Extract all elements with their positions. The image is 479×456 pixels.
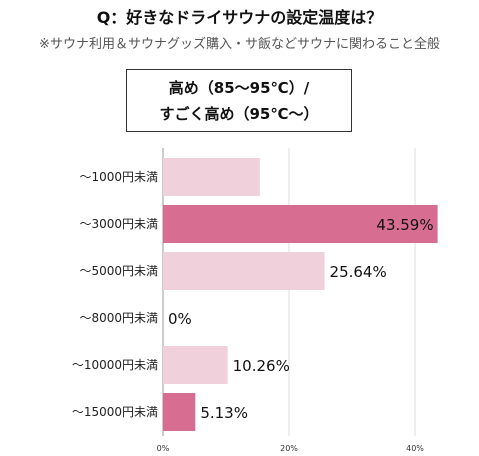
category-label: ～5000円未満 — [79, 264, 158, 278]
category-label: ～15000円未満 — [72, 405, 158, 419]
chart-subtitle: ※サウナ利用＆サウナグッズ購入・サ飯などサウナに関わること全般 — [39, 37, 440, 52]
value-label: 43.59% — [376, 216, 433, 234]
segment-label-line-2: すごく高め（95℃～） — [159, 104, 319, 123]
value-label: 10.26% — [233, 357, 290, 375]
x-tick-label: 20% — [280, 444, 298, 453]
category-label: ～10000円未満 — [72, 358, 158, 372]
value-label: 25.64% — [330, 263, 387, 281]
bar — [163, 252, 325, 290]
segment-label-line-1: 高め（85～95℃）/ — [168, 78, 310, 97]
value-label: 0% — [168, 310, 192, 328]
segment-label-box: 高め（85～95℃）/ すごく高め（95℃～） — [126, 69, 352, 132]
bar — [163, 393, 196, 431]
category-label: ～3000円未満 — [79, 217, 158, 231]
category-label: ～8000円未満 — [79, 311, 158, 325]
bar — [163, 346, 228, 384]
value-label: 5.13% — [200, 404, 248, 422]
bar — [163, 205, 438, 243]
chart-title: Q：好きなドライサウナの設定温度は？ — [96, 8, 383, 27]
category-label: ～1000円未満 — [79, 170, 158, 184]
x-tick-label: 40% — [406, 444, 424, 453]
x-tick-label: 0% — [157, 444, 170, 453]
bar — [163, 158, 260, 196]
